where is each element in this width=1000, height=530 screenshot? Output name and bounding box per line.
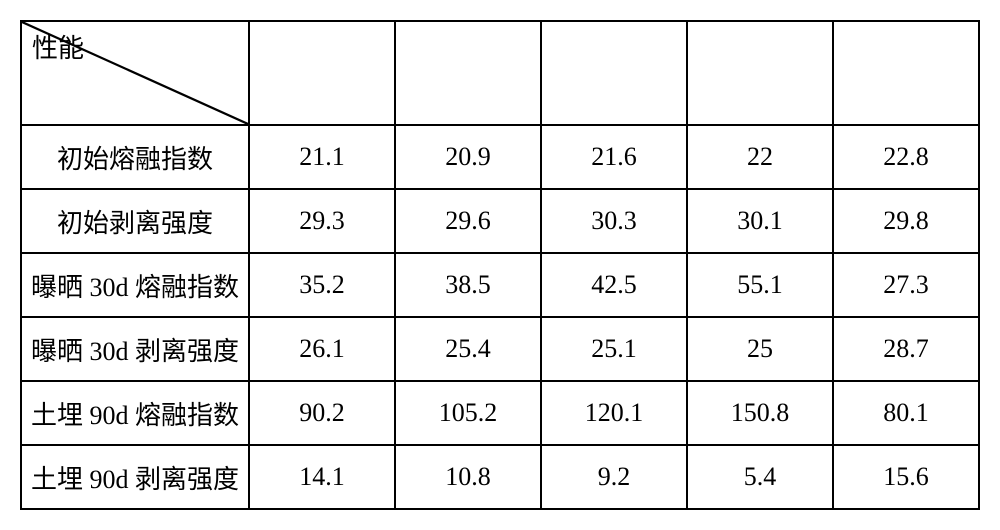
cell: 150.8 xyxy=(687,381,833,445)
col-header-1 xyxy=(249,21,395,125)
row-label: 初始剥离强度 xyxy=(21,189,249,253)
cell: 9.2 xyxy=(541,445,687,509)
corner-header-label: 性能 xyxy=(32,34,84,63)
row-label: 曝晒 30d 剥离强度 xyxy=(21,317,249,381)
table-row: 初始熔融指数 21.1 20.9 21.6 22 22.8 xyxy=(21,125,979,189)
table-row: 初始剥离强度 29.3 29.6 30.3 30.1 29.8 xyxy=(21,189,979,253)
cell: 21.6 xyxy=(541,125,687,189)
table-header-row: 性能 xyxy=(21,21,979,125)
row-label: 初始熔融指数 xyxy=(21,125,249,189)
cell: 29.3 xyxy=(249,189,395,253)
cell: 55.1 xyxy=(687,253,833,317)
cell: 38.5 xyxy=(395,253,541,317)
cell: 30.3 xyxy=(541,189,687,253)
cell: 29.8 xyxy=(833,189,979,253)
cell: 105.2 xyxy=(395,381,541,445)
cell: 20.9 xyxy=(395,125,541,189)
cell: 80.1 xyxy=(833,381,979,445)
cell: 14.1 xyxy=(249,445,395,509)
cell: 120.1 xyxy=(541,381,687,445)
table-row: 土埋 90d 熔融指数 90.2 105.2 120.1 150.8 80.1 xyxy=(21,381,979,445)
cell: 21.1 xyxy=(249,125,395,189)
data-table-container: 性能 初始熔融指数 21.1 20.9 21.6 22 22.8 xyxy=(20,20,980,510)
row-label: 曝晒 30d 熔融指数 xyxy=(21,253,249,317)
cell: 25 xyxy=(687,317,833,381)
cell: 29.6 xyxy=(395,189,541,253)
cell: 22 xyxy=(687,125,833,189)
col-header-2 xyxy=(395,21,541,125)
data-table: 性能 初始熔融指数 21.1 20.9 21.6 22 22.8 xyxy=(20,20,980,510)
cell: 5.4 xyxy=(687,445,833,509)
table-row: 曝晒 30d 熔融指数 35.2 38.5 42.5 55.1 27.3 xyxy=(21,253,979,317)
col-header-4 xyxy=(687,21,833,125)
cell: 25.1 xyxy=(541,317,687,381)
cell: 28.7 xyxy=(833,317,979,381)
row-label: 土埋 90d 熔融指数 xyxy=(21,381,249,445)
cell: 25.4 xyxy=(395,317,541,381)
row-label: 土埋 90d 剥离强度 xyxy=(21,445,249,509)
table-row: 曝晒 30d 剥离强度 26.1 25.4 25.1 25 28.7 xyxy=(21,317,979,381)
cell: 27.3 xyxy=(833,253,979,317)
cell: 10.8 xyxy=(395,445,541,509)
col-header-5 xyxy=(833,21,979,125)
cell: 26.1 xyxy=(249,317,395,381)
corner-header-cell: 性能 xyxy=(21,21,249,125)
cell: 90.2 xyxy=(249,381,395,445)
cell: 30.1 xyxy=(687,189,833,253)
cell: 15.6 xyxy=(833,445,979,509)
cell: 35.2 xyxy=(249,253,395,317)
col-header-3 xyxy=(541,21,687,125)
cell: 42.5 xyxy=(541,253,687,317)
cell: 22.8 xyxy=(833,125,979,189)
table-row: 土埋 90d 剥离强度 14.1 10.8 9.2 5.4 15.6 xyxy=(21,445,979,509)
